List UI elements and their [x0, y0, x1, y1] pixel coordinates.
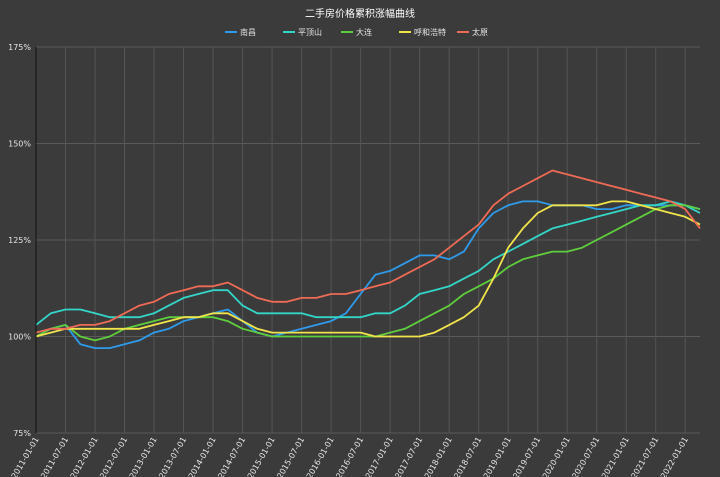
y-tick-label: 150%	[8, 140, 31, 149]
series-line-0	[35, 200, 701, 350]
y-tick-label: 125%	[8, 236, 31, 245]
y-tick-label: 75%	[13, 429, 31, 438]
legend-label: 南昌	[240, 27, 256, 37]
chart-title: 二手房价格累积涨幅曲线	[305, 7, 415, 20]
series-line-2	[35, 204, 701, 342]
series-line-3	[35, 200, 701, 338]
series-line-4	[35, 169, 701, 334]
series-line-1	[35, 200, 701, 326]
legend-label: 大连	[356, 27, 372, 37]
legend-label: 平顶山	[298, 27, 322, 37]
legend-label: 太原	[472, 27, 488, 37]
y-tick-label: 100%	[8, 333, 31, 342]
series-lines	[35, 169, 701, 350]
legend-label: 呼和浩特	[414, 27, 446, 37]
y-axis-ticks: 75% 100% 125% 150% 175%	[8, 43, 31, 438]
legend: 南昌 平顶山 大连 呼和浩特 太原	[225, 27, 488, 37]
y-tick-label: 175%	[8, 43, 31, 52]
